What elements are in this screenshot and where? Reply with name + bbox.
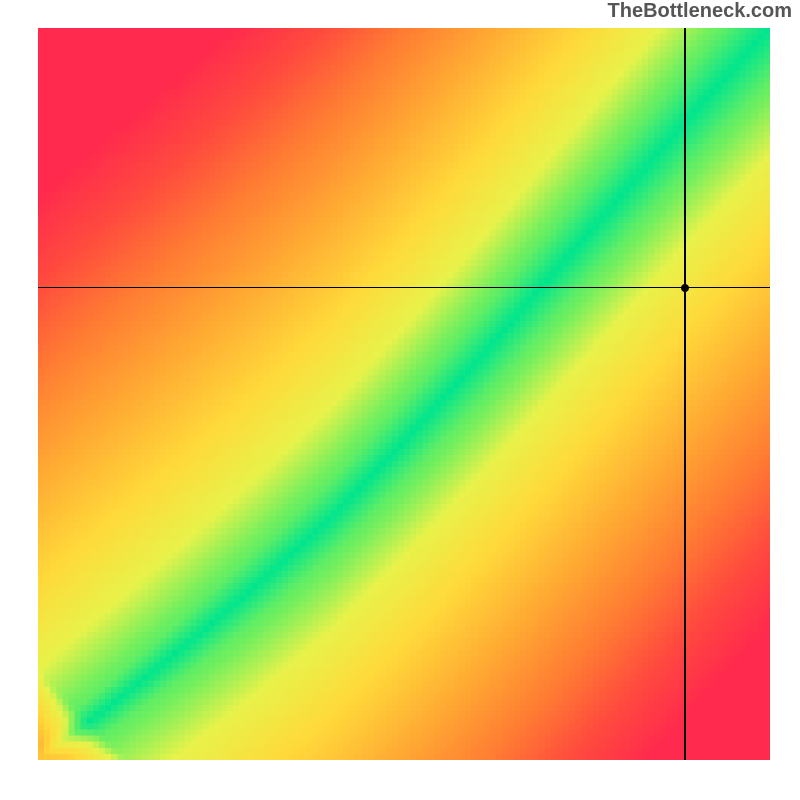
crosshair-horizontal [38, 287, 770, 288]
marker-dot [681, 284, 689, 292]
crosshair-vertical [684, 28, 685, 760]
heatmap-plot [38, 28, 770, 760]
heatmap-canvas [38, 28, 770, 760]
watermark-text: TheBottleneck.com [608, 0, 792, 23]
